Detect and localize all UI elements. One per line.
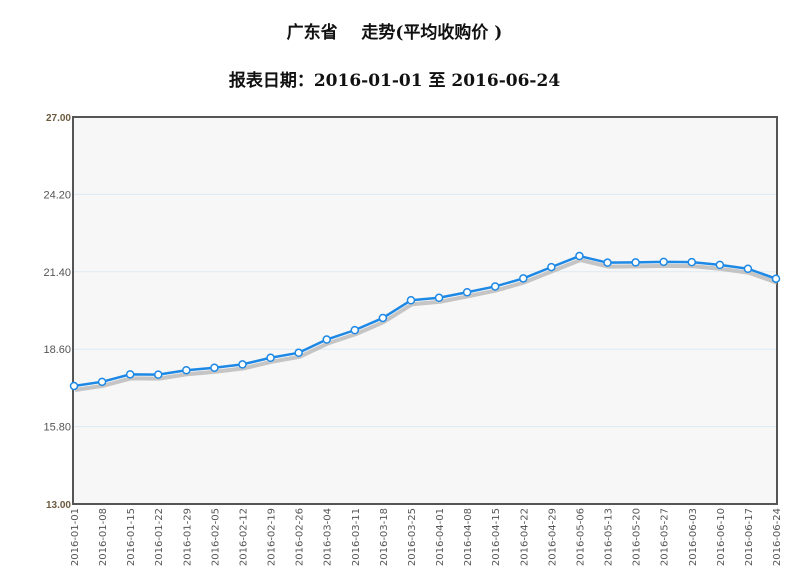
data-point xyxy=(490,282,500,291)
series-line xyxy=(73,254,777,388)
chart-title: 广东省 走势(平均收购价 ) xyxy=(286,23,503,43)
y-tick-label: 15.80 xyxy=(43,422,71,434)
series-shadow xyxy=(74,258,778,392)
data-point xyxy=(350,325,360,335)
data-point xyxy=(715,260,725,270)
x-tick-label: 2016-02-26 xyxy=(295,508,306,566)
data-point xyxy=(182,365,191,375)
data-point xyxy=(97,377,107,387)
x-tick-label: 2016-06-17 xyxy=(744,508,755,566)
data-point xyxy=(153,370,163,379)
data-point xyxy=(125,370,135,379)
y-tick-label: 27.00 xyxy=(46,113,71,124)
chart-subtitle: 报表日期：2016-01-01 至 2016-06-24 xyxy=(228,71,561,91)
data-point xyxy=(406,296,416,305)
x-tick-label: 2016-01-29 xyxy=(182,508,193,566)
x-tick-label: 2016-01-15 xyxy=(126,508,137,566)
x-tick-label: 2016-06-24 xyxy=(772,508,783,566)
y-tick-label: 13.00 xyxy=(46,500,71,511)
x-tick-label: 2016-04-15 xyxy=(491,508,502,566)
x-tick-label: 2016-04-01 xyxy=(435,508,446,566)
data-point xyxy=(322,335,331,344)
data-point xyxy=(575,251,584,261)
x-tick-label: 2016-03-11 xyxy=(351,508,362,566)
data-point xyxy=(659,257,668,267)
x-tick-label: 2016-01-08 xyxy=(98,508,109,566)
x-tick-label: 2016-02-12 xyxy=(238,508,249,566)
x-tick-label: 2016-05-13 xyxy=(604,508,615,566)
plot-frame xyxy=(72,116,778,505)
data-point xyxy=(743,264,753,274)
x-tick-label: 2016-01-22 xyxy=(154,508,165,566)
x-tick-label: 2016-03-25 xyxy=(407,508,418,566)
x-tick-label: 2016-02-05 xyxy=(210,508,221,566)
x-tick-label: 2016-05-27 xyxy=(660,508,671,566)
data-point xyxy=(519,274,528,283)
x-tick-label: 2016-06-10 xyxy=(716,508,727,566)
x-tick-label: 2016-06-03 xyxy=(688,508,699,566)
data-point xyxy=(378,313,388,323)
data-point xyxy=(547,262,556,272)
x-tick-label: 2016-04-29 xyxy=(547,508,558,566)
data-point xyxy=(687,257,697,267)
x-tick-label: 2016-04-22 xyxy=(519,508,530,566)
data-point xyxy=(294,348,303,358)
data-point xyxy=(462,288,472,297)
y-tick-label: 24.20 xyxy=(43,189,71,201)
data-point xyxy=(266,353,275,363)
data-point xyxy=(631,258,640,267)
plot-area xyxy=(73,117,777,504)
x-tick-label: 2016-05-20 xyxy=(632,508,643,566)
data-point xyxy=(210,363,219,372)
x-tick-label: 2016-01-01 xyxy=(70,508,81,566)
y-tick-label: 18.60 xyxy=(43,344,71,356)
x-tick-label: 2016-03-04 xyxy=(323,508,334,566)
data-point xyxy=(238,360,247,369)
data-point xyxy=(69,381,79,391)
x-tick-label: 2016-02-19 xyxy=(267,508,278,566)
y-tick-label: 21.40 xyxy=(43,267,71,279)
data-point xyxy=(771,274,781,283)
x-tick-label: 2016-03-18 xyxy=(379,508,390,566)
x-tick-label: 2016-05-06 xyxy=(575,508,586,566)
data-point xyxy=(603,258,612,267)
x-tick-label: 2016-04-08 xyxy=(463,508,474,566)
data-point xyxy=(434,293,444,303)
